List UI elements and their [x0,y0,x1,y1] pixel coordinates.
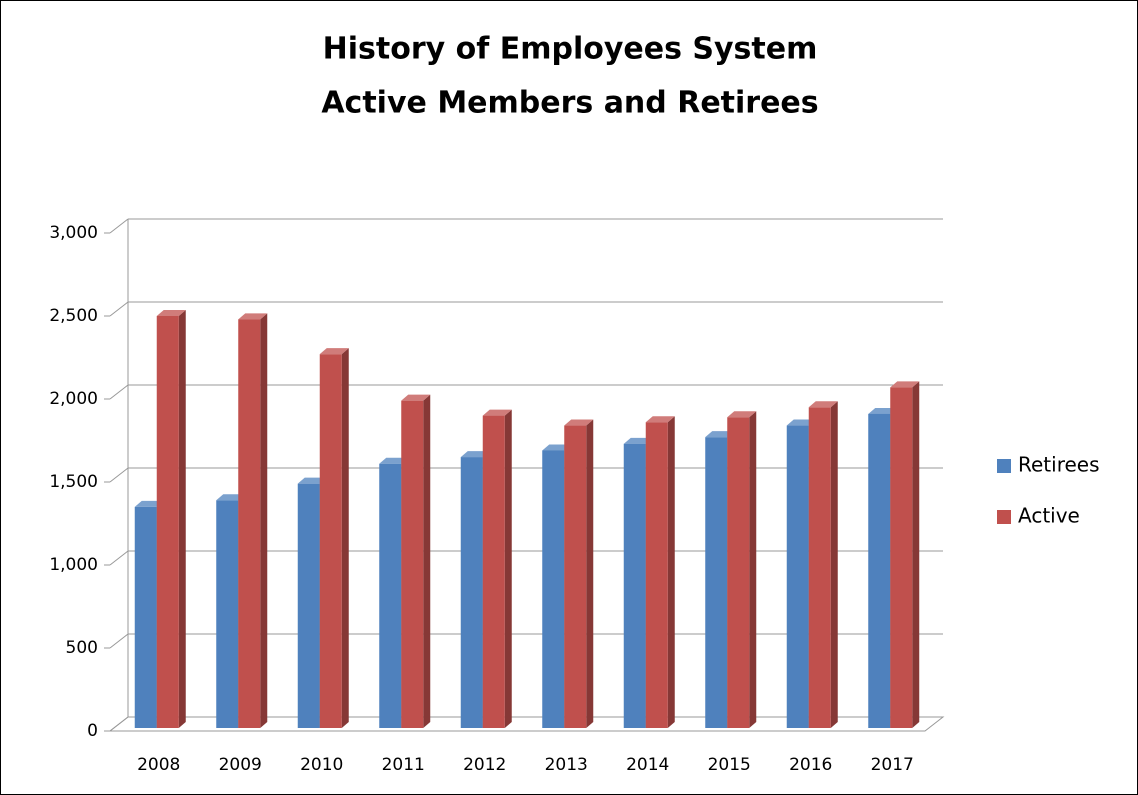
bar-top [645,416,675,423]
x-tick-label: 2014 [626,755,669,775]
x-tick-label: 2016 [789,755,832,775]
y-tick-label: 3,000 [49,223,98,243]
bar [401,400,424,728]
x-tick-label: 2008 [137,755,180,775]
bar-top [542,444,572,451]
bar-side [586,419,594,728]
grid-side [109,467,129,483]
bar-top [623,437,653,444]
bar [868,413,891,728]
bar-side [667,416,675,728]
bar-top [564,419,594,426]
grid-side [109,384,129,400]
bar [808,407,831,728]
bar [727,417,750,728]
bar [460,457,483,728]
bar [542,450,565,728]
y-tick-label: 0 [87,721,98,741]
bar [238,319,261,728]
bar-top [319,348,349,355]
bar [482,415,505,728]
grid-side [109,550,129,566]
bar-side [749,411,757,728]
bar [156,316,179,728]
bar-top [482,409,512,416]
legend-swatch [997,510,1011,524]
y-tick-label: 2,500 [49,306,98,326]
y-tick-label: 1,500 [49,472,98,492]
bar-top [786,419,816,426]
grid-side [109,633,129,649]
bar [216,500,239,728]
bar [786,425,809,728]
bar-side [178,310,186,728]
y-tick-label: 500 [66,638,98,658]
x-tick-label: 2017 [871,755,914,775]
bar-side [504,409,512,728]
bar-top [705,431,735,438]
bar-top [134,500,164,507]
bar [890,387,913,728]
bar-top [808,401,838,408]
chart-title: History of Employees System [323,32,818,67]
x-tick-label: 2009 [219,755,262,775]
y-tick-label: 2,000 [49,389,98,409]
bar-side [423,394,431,728]
x-tick-label: 2013 [545,755,588,775]
legend-swatch [997,459,1011,473]
legend-label: Active [1018,504,1080,528]
bar-side [912,381,920,728]
x-tick-label: 2012 [463,755,506,775]
grid-side [109,218,129,234]
legend-label: Retirees [1018,453,1100,477]
bar-side [830,401,838,728]
bar [705,437,728,728]
grid-side [109,301,129,317]
grid-side [109,716,129,732]
bar-top [460,451,490,458]
bar-top [379,457,409,464]
x-tick-label: 2011 [382,755,425,775]
x-tick-label: 2010 [300,755,343,775]
y-tick-label: 1,000 [49,555,98,575]
x-tick-label: 2015 [708,755,751,775]
bar-side [260,313,268,728]
bar-top [216,494,246,501]
bar [297,483,320,728]
bar-side [341,348,349,728]
bar [319,354,342,728]
bar-top [727,411,757,418]
bar [623,443,646,728]
bar-top [868,407,898,414]
bar [564,425,587,728]
bar-top [890,381,920,388]
chart-subtitle: Active Members and Retirees [321,86,818,121]
bar-top [238,313,268,320]
bar [379,463,402,728]
bar [645,422,668,728]
bar-top [156,310,186,316]
bar-top [401,394,431,401]
bar [134,506,157,728]
bar-top [297,477,327,484]
